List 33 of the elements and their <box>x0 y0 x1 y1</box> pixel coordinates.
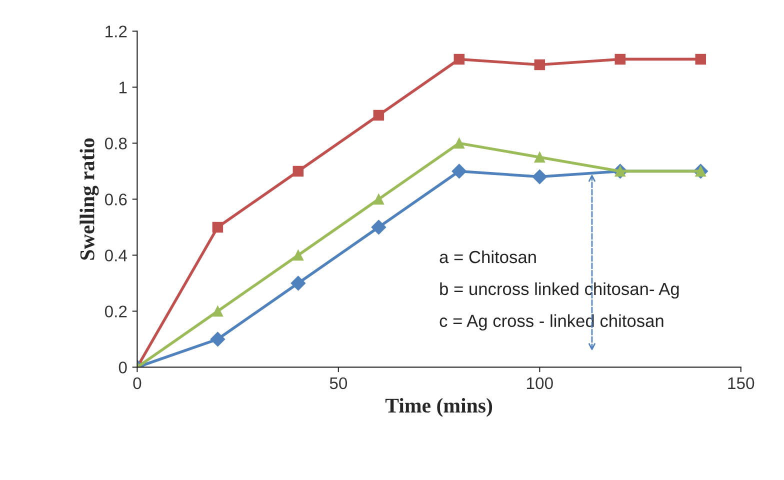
y-tick-label: 0.4 <box>104 250 127 262</box>
point <box>210 332 226 347</box>
point <box>532 169 548 184</box>
x-tick-label: 150 <box>728 377 754 390</box>
annotation: a = Chitosan <box>440 250 536 264</box>
annotation: b = uncross linked chitosan- Ag <box>440 282 679 299</box>
point <box>292 250 304 261</box>
x-axis-title: Time (mins) <box>385 398 492 417</box>
point <box>373 194 384 205</box>
point <box>534 59 546 70</box>
point <box>452 164 467 179</box>
point <box>212 222 224 233</box>
y-axis-title: Swelling ratio <box>80 138 99 260</box>
point <box>290 276 306 291</box>
y-tick-label: 0.2 <box>104 306 127 318</box>
point <box>534 152 546 163</box>
point <box>614 54 626 65</box>
point <box>212 306 224 317</box>
point <box>454 138 465 149</box>
point <box>454 54 465 65</box>
point <box>373 110 384 121</box>
x-tick-label: 50 <box>330 377 348 390</box>
x-tick-label: 0 <box>133 377 142 390</box>
y-tick-label: 0 <box>118 362 127 374</box>
y-tick-label: 0.6 <box>104 194 127 206</box>
point <box>371 220 386 235</box>
y-tick-label: 0.8 <box>104 138 127 150</box>
y-tick-label: 1 <box>119 82 127 94</box>
point <box>695 54 706 65</box>
point <box>292 166 304 177</box>
annotation: c = Ag cross - linked chitosan <box>440 314 664 330</box>
x-tick-label: 100 <box>527 377 553 390</box>
y-tick-label: 1.2 <box>106 26 127 38</box>
